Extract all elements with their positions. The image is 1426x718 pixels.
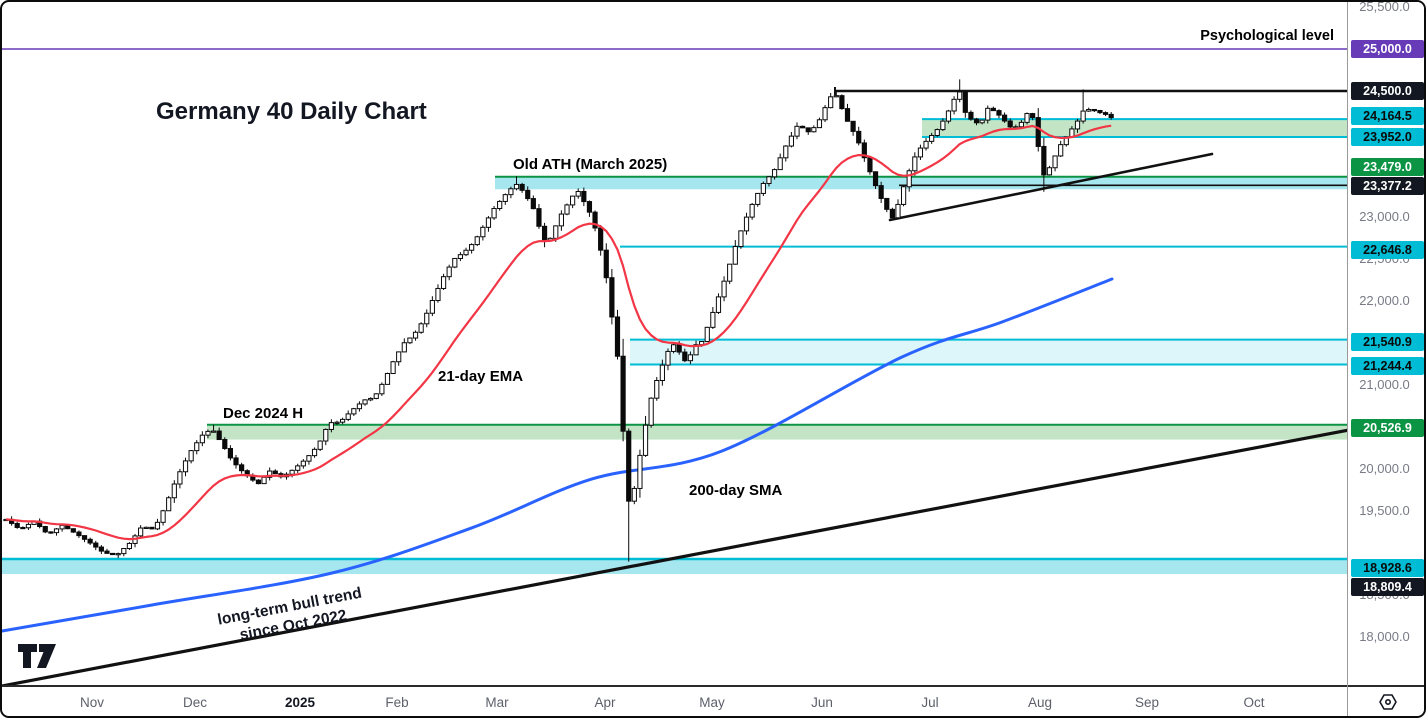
price-axis-tick-label: 20,000.0	[1359, 461, 1410, 476]
chart-title: Germany 40 Daily Chart	[156, 98, 427, 125]
tradingview-logo[interactable]	[17, 643, 57, 669]
long-term-bull-trend	[2, 428, 1347, 685]
price-level-chip: 22,646.8	[1351, 241, 1424, 259]
price-level-chip: 20,526.9	[1351, 419, 1424, 437]
chart-plot-area[interactable]: Germany 40 Daily Chart Psychological lev…	[2, 2, 1347, 685]
time-axis-label-jul: Jul	[921, 695, 939, 710]
ema-21-label: 21-day EMA	[438, 368, 524, 385]
price-level-chip: 18,809.4	[1351, 578, 1424, 596]
price-axis-tick-label: 22,000.0	[1359, 293, 1410, 308]
price-scale-settings-icon[interactable]	[1378, 692, 1398, 712]
old-ath-band-23479-23377	[495, 176, 1347, 190]
axis-settings-cell[interactable]	[1347, 685, 1424, 716]
old-ath-label: Old ATH (March 2025)	[513, 156, 668, 173]
time-axis-label-jun: Jun	[811, 695, 833, 710]
price-level-chip: 23,479.0	[1351, 158, 1424, 176]
psychological-level-text: Psychological level	[1200, 28, 1334, 44]
price-axis-tick-label: 23,000.0	[1359, 209, 1410, 224]
sma-200-label: 200-day SMA	[689, 482, 783, 499]
price-level-chip: 21,540.9	[1351, 333, 1424, 351]
time-axis-label-sep: Sep	[1134, 695, 1160, 710]
supply-band-24164-23952	[922, 119, 1347, 138]
price-level-chip: 23,377.2	[1351, 177, 1424, 195]
time-axis-label-nov: Nov	[79, 695, 105, 710]
price-axis-tick-label: 25,500.0	[1359, 0, 1410, 14]
ema-21-line	[5, 124, 1112, 541]
time-axis-label-2025: 2025	[284, 695, 316, 710]
price-level-chip: 25,000.0	[1351, 40, 1424, 58]
price-axis-tick-label: 18,000.0	[1359, 629, 1410, 644]
time-axis-label-feb: Feb	[385, 695, 409, 710]
price-level-chip: 21,244.4	[1351, 357, 1424, 375]
price-level-chip: 24,164.5	[1351, 107, 1424, 125]
price-level-chip: 24,500.0	[1351, 82, 1424, 100]
rising-support-jun-aug	[888, 152, 1214, 222]
band-21540-21244	[630, 339, 1347, 365]
time-axis-label-may: May	[699, 695, 725, 710]
time-axis[interactable]: Nov Dec 2025 Feb Mar Apr May Jun Jul Aug Sep Oct	[2, 685, 1424, 716]
price-axis-tick-label: 21,000.0	[1359, 377, 1410, 392]
time-axis-label-oct: Oct	[1243, 695, 1265, 710]
time-axis-label-mar: Mar	[485, 695, 509, 710]
candlestick-chart-canvas[interactable]	[2, 2, 1347, 685]
candles-series	[3, 79, 1114, 562]
price-level-chip: 18,928.6	[1351, 559, 1424, 577]
time-axis-label-apr: Apr	[594, 695, 616, 710]
support-band-18928-18809	[2, 558, 1347, 574]
price-level-chip: 23,952.0	[1351, 128, 1424, 146]
dec-high-band-20526	[207, 424, 1347, 440]
time-axis-label-aug: Aug	[1027, 695, 1053, 710]
sma-200-line	[2, 277, 1114, 633]
psychological-level-label: Psychological level	[1152, 28, 1334, 44]
dec-2024-high-label: Dec 2024 H	[223, 405, 304, 422]
price-axis-tick-label: 19,500.0	[1359, 503, 1410, 518]
price-axis[interactable]: 25,500.023,000.022,500.022,000.021,000.0…	[1347, 0, 1424, 685]
time-axis-label-dec: Dec	[182, 695, 208, 710]
